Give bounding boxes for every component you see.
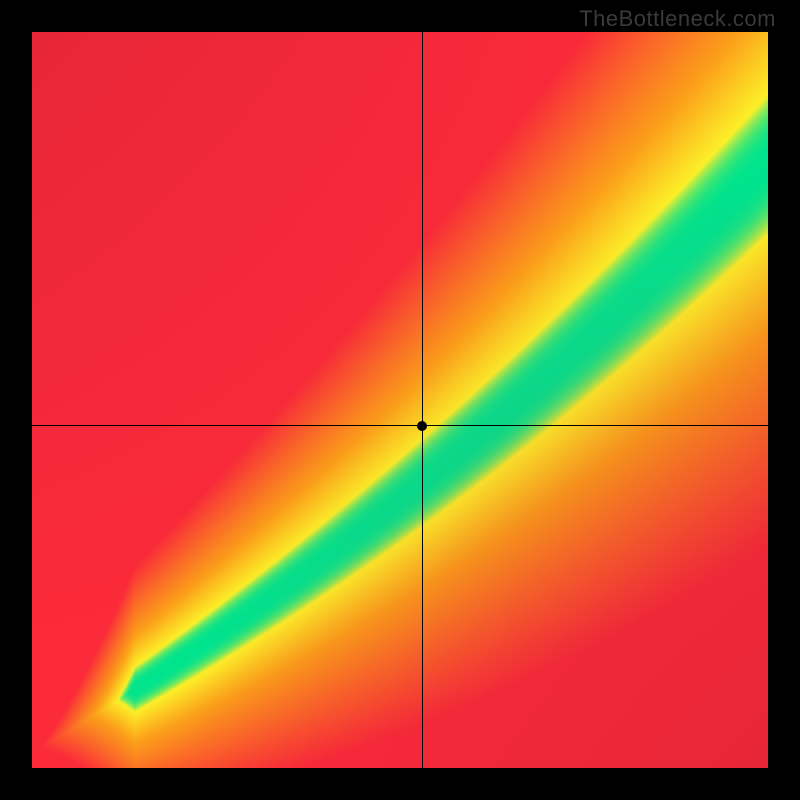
- watermark-text: TheBottleneck.com: [579, 6, 776, 32]
- chart-container: TheBottleneck.com: [0, 0, 800, 800]
- bottleneck-heatmap: [32, 32, 768, 768]
- plot-area: [32, 32, 768, 768]
